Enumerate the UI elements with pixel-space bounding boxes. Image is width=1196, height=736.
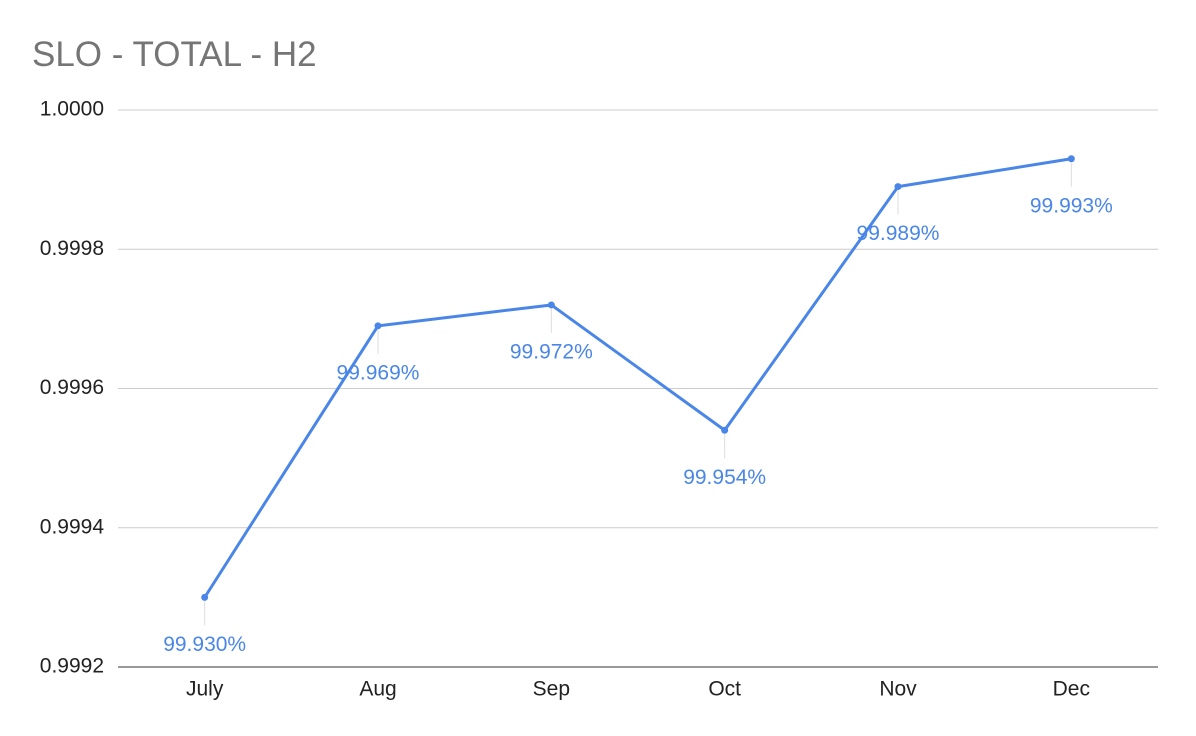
x-tick-label: Aug — [359, 678, 396, 701]
data-point — [1067, 155, 1075, 163]
chart-title: SLO - TOTAL - H2 — [32, 35, 317, 74]
y-tick-label: 0.9996 — [40, 376, 104, 399]
data-point — [547, 301, 555, 309]
x-tick-label: Nov — [879, 678, 917, 701]
value-label: 99.954% — [683, 466, 766, 489]
x-tick-label: Oct — [708, 678, 741, 701]
data-point — [201, 593, 209, 601]
value-label: 99.993% — [1030, 194, 1113, 217]
value-label: 99.989% — [857, 222, 940, 245]
value-label: 99.969% — [337, 361, 420, 384]
value-label: 99.972% — [510, 340, 593, 363]
value-label: 99.930% — [163, 633, 246, 656]
y-tick-label: 0.9992 — [40, 655, 104, 678]
data-line — [203, 157, 1072, 599]
x-tick-label: Dec — [1053, 678, 1090, 701]
y-tick-label: 0.9998 — [40, 237, 104, 260]
data-point — [894, 183, 902, 191]
data-point — [374, 322, 382, 330]
x-tick-label: July — [186, 678, 224, 701]
data-point — [721, 426, 729, 434]
x-tick-label: Sep — [533, 678, 570, 701]
y-tick-label: 1.0000 — [40, 98, 104, 121]
y-tick-label: 0.9994 — [40, 515, 105, 538]
